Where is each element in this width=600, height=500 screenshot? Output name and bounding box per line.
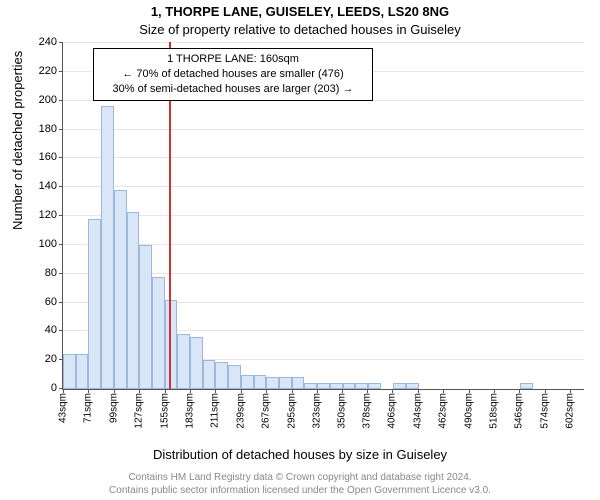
y-tick-label: 60 xyxy=(45,296,57,308)
y-tick-mark xyxy=(59,302,63,303)
histogram-bar xyxy=(114,190,127,389)
y-tick-label: 180 xyxy=(39,123,57,135)
histogram-bar xyxy=(152,277,165,389)
y-tick-label: 80 xyxy=(45,267,57,279)
x-axis-label: Distribution of detached houses by size … xyxy=(0,447,600,462)
y-tick-label: 240 xyxy=(39,36,57,48)
x-tick-label: 434sqm xyxy=(412,393,423,429)
histogram-bar xyxy=(368,383,381,389)
histogram-bar xyxy=(228,365,241,390)
y-tick-mark xyxy=(59,186,63,187)
grid-line xyxy=(63,42,584,43)
histogram-bar xyxy=(393,383,406,389)
annotation-line1: 1 THORPE LANE: 160sqm xyxy=(100,52,366,67)
histogram-bar xyxy=(139,245,152,389)
y-tick-label: 220 xyxy=(39,65,57,77)
x-tick-label: 183sqm xyxy=(185,393,196,429)
x-tick-label: 378sqm xyxy=(362,393,373,429)
histogram-bar xyxy=(254,375,267,389)
annotation-line2: ← 70% of detached houses are smaller (47… xyxy=(100,67,366,82)
x-tick-label: 155sqm xyxy=(159,393,170,429)
y-tick-mark xyxy=(59,42,63,43)
histogram-bar xyxy=(317,383,330,389)
plot-area: 02040608010012014016018020022024043sqm71… xyxy=(62,42,584,390)
x-tick-label: 295sqm xyxy=(286,393,297,429)
chart-title-line1: 1, THORPE LANE, GUISELEY, LEEDS, LS20 8N… xyxy=(0,4,600,19)
y-tick-label: 40 xyxy=(45,324,57,336)
x-tick-label: 406sqm xyxy=(387,393,398,429)
chart-container: { "titles": { "line1": "1, THORPE LANE, … xyxy=(0,0,600,500)
grid-line xyxy=(63,186,584,187)
y-tick-mark xyxy=(59,157,63,158)
histogram-bar xyxy=(88,219,101,389)
x-tick-label: 490sqm xyxy=(463,393,474,429)
x-tick-label: 462sqm xyxy=(438,393,449,429)
y-tick-mark xyxy=(59,215,63,216)
histogram-bar xyxy=(127,212,140,389)
histogram-bar xyxy=(355,383,368,389)
y-tick-label: 20 xyxy=(45,353,57,365)
footer-line2: Contains public sector information licen… xyxy=(0,484,600,497)
y-tick-mark xyxy=(59,273,63,274)
histogram-bar xyxy=(101,106,114,389)
annotation-line3: 30% of semi-detached houses are larger (… xyxy=(100,82,366,97)
histogram-bar xyxy=(63,354,76,389)
x-tick-label: 518sqm xyxy=(489,393,500,429)
x-tick-label: 71sqm xyxy=(83,393,94,423)
histogram-bar xyxy=(76,354,89,389)
y-tick-mark xyxy=(59,244,63,245)
y-tick-mark xyxy=(59,71,63,72)
x-tick-label: 267sqm xyxy=(261,393,272,429)
histogram-bar xyxy=(343,383,356,389)
y-tick-label: 200 xyxy=(39,94,57,106)
y-tick-label: 120 xyxy=(39,209,57,221)
annotation-box: 1 THORPE LANE: 160sqm ← 70% of detached … xyxy=(93,48,373,101)
x-tick-label: 211sqm xyxy=(210,393,221,428)
histogram-bar xyxy=(190,337,203,389)
y-tick-mark xyxy=(59,129,63,130)
x-tick-label: 323sqm xyxy=(312,393,323,429)
histogram-bar xyxy=(203,360,216,389)
histogram-bar xyxy=(177,334,190,389)
grid-line xyxy=(63,129,584,130)
y-axis-label: Number of detached properties xyxy=(10,51,25,230)
x-tick-label: 239sqm xyxy=(235,393,246,429)
y-tick-label: 140 xyxy=(39,180,57,192)
y-tick-mark xyxy=(59,330,63,331)
histogram-bar xyxy=(292,377,305,389)
histogram-bar xyxy=(406,383,419,389)
x-tick-label: 99sqm xyxy=(108,393,119,423)
histogram-bar xyxy=(520,383,533,389)
histogram-bar xyxy=(266,377,279,389)
histogram-bar xyxy=(279,377,292,389)
grid-line xyxy=(63,215,584,216)
histogram-bar xyxy=(215,362,228,389)
histogram-bar xyxy=(241,375,254,389)
histogram-bar xyxy=(304,383,317,389)
chart-title-line2: Size of property relative to detached ho… xyxy=(0,22,600,37)
grid-line xyxy=(63,157,584,158)
x-tick-label: 602sqm xyxy=(565,393,576,429)
y-tick-label: 100 xyxy=(39,238,57,250)
x-tick-label: 574sqm xyxy=(539,393,550,429)
footer-line1: Contains HM Land Registry data © Crown c… xyxy=(0,471,600,484)
x-tick-label: 43sqm xyxy=(58,393,69,423)
x-tick-label: 350sqm xyxy=(336,393,347,429)
x-tick-label: 546sqm xyxy=(514,393,525,429)
histogram-bar xyxy=(330,383,343,389)
y-tick-label: 0 xyxy=(51,382,57,394)
x-tick-label: 127sqm xyxy=(134,393,145,429)
y-tick-mark xyxy=(59,100,63,101)
footer-attribution: Contains HM Land Registry data © Crown c… xyxy=(0,471,600,497)
y-tick-label: 160 xyxy=(39,151,57,163)
